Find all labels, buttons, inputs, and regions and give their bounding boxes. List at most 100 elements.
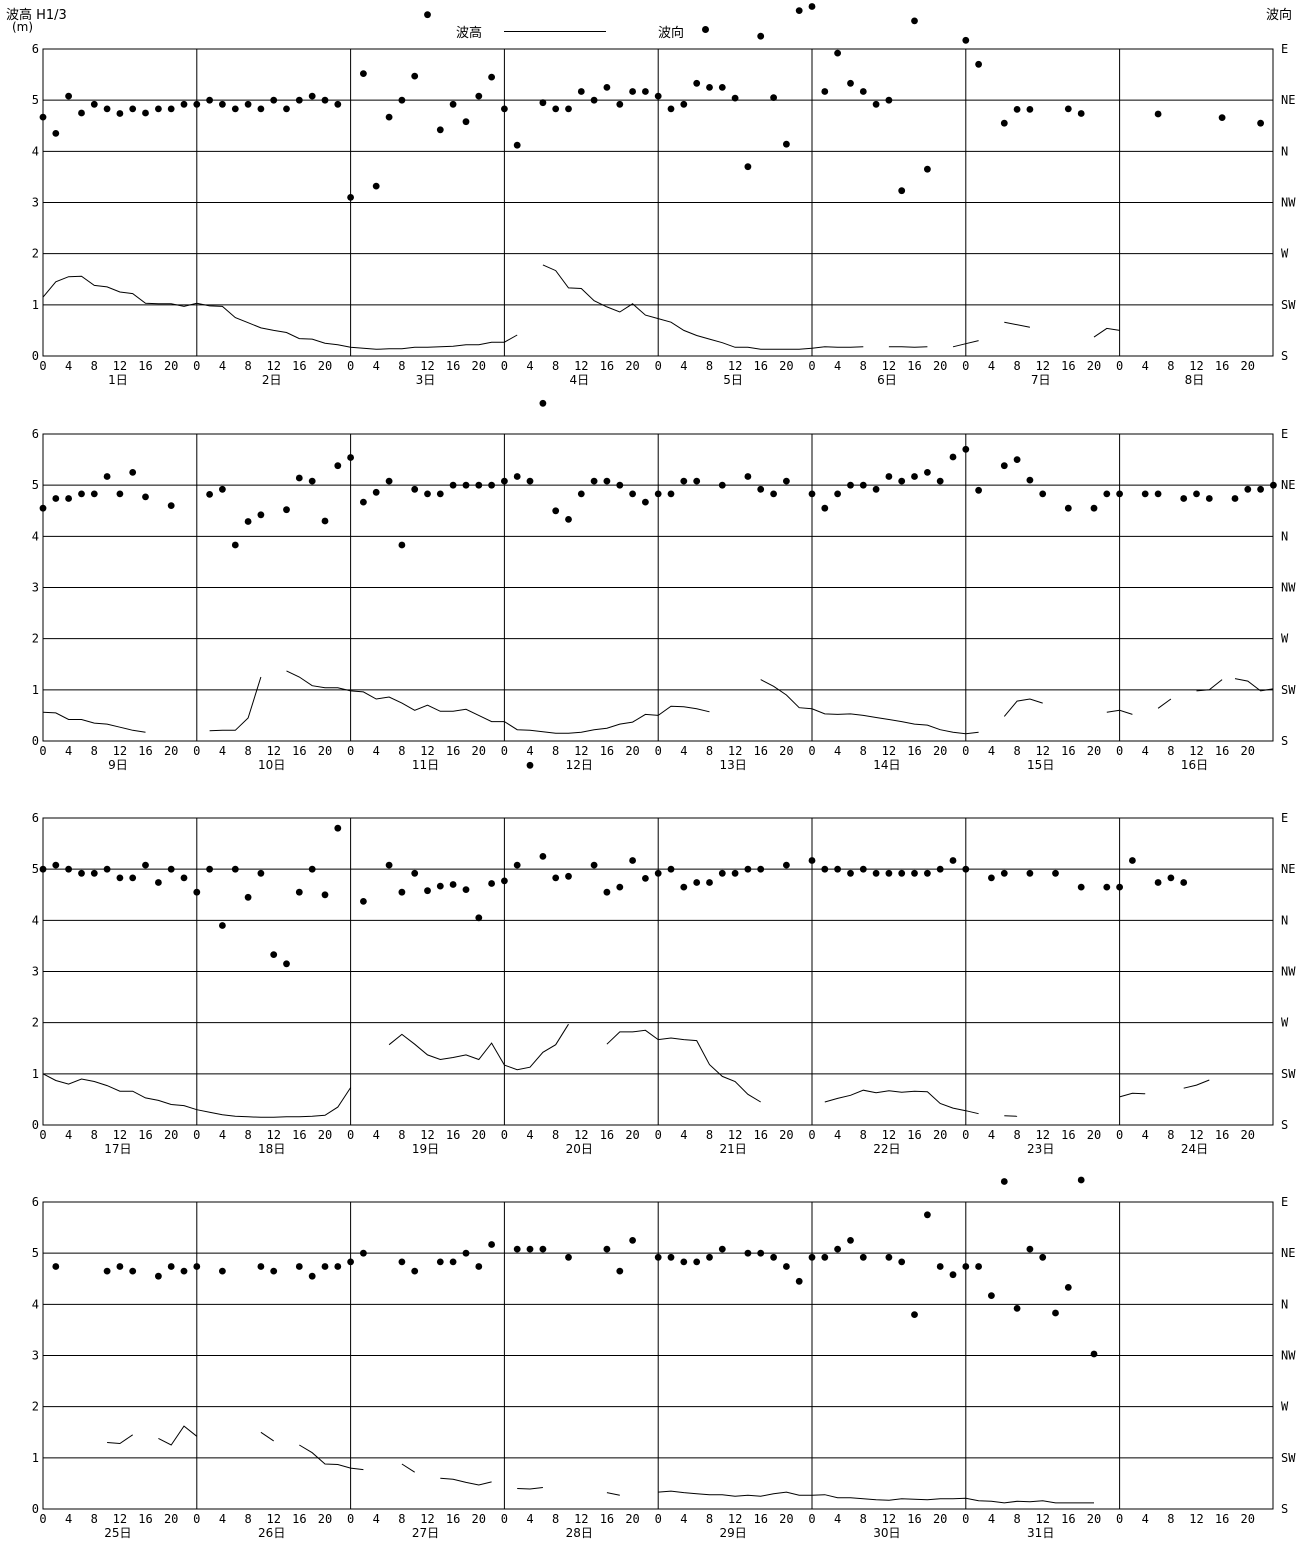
day-label: 28日	[566, 1526, 593, 1540]
wave-direction-point	[1154, 490, 1162, 498]
wave-direction-point	[231, 105, 239, 113]
wave-direction-point	[847, 79, 854, 87]
x-tick-label: 4	[219, 744, 226, 758]
x-tick-label: 4	[526, 1512, 533, 1526]
wave-direction-point	[347, 1258, 354, 1266]
day-label: 27日	[412, 1526, 439, 1540]
x-tick-label: 20	[472, 1128, 486, 1142]
y-left-tick: 4	[32, 1297, 39, 1311]
x-tick-label: 20	[318, 744, 332, 758]
wave-direction-point	[718, 869, 726, 877]
wave-direction-point	[398, 96, 406, 104]
wave-direction-point	[757, 1249, 765, 1257]
wave-direction-point	[142, 861, 149, 869]
wave-direction-point	[821, 504, 829, 512]
day-label: 30日	[873, 1526, 900, 1540]
x-tick-label: 4	[373, 1128, 380, 1142]
wave-direction-point	[513, 473, 521, 480]
x-tick-label: 20	[164, 744, 178, 758]
wave-direction-point	[731, 869, 739, 877]
wave-height-line	[401, 1463, 415, 1473]
wave-direction-point	[783, 140, 790, 148]
wave-direction-point	[603, 477, 611, 485]
y-left-tick: 3	[32, 196, 39, 210]
x-tick-label: 16	[292, 359, 306, 373]
wave-direction-point	[924, 469, 931, 476]
wave-direction-point	[744, 1249, 752, 1257]
wave-height-line	[542, 264, 864, 350]
wave-direction-point	[1026, 869, 1034, 877]
x-tick-label: 4	[1142, 359, 1149, 373]
x-tick-label: 8	[91, 1512, 98, 1526]
wave-direction-point	[52, 130, 60, 137]
wave-direction-point	[116, 110, 124, 117]
x-tick-label: 4	[373, 1512, 380, 1526]
x-tick-label: 20	[318, 359, 332, 373]
day-label: 14日	[873, 758, 900, 772]
x-tick-label: 20	[933, 1512, 947, 1526]
wave-direction-point	[308, 1272, 316, 1280]
x-tick-label: 4	[988, 1128, 995, 1142]
wave-direction-point	[975, 1263, 982, 1270]
wave-direction-point	[193, 1263, 201, 1270]
wave-direction-point	[1039, 490, 1047, 498]
x-tick-label: 12	[728, 1128, 742, 1142]
x-tick-label: 12	[882, 359, 896, 373]
wave-height-line	[606, 1492, 620, 1496]
wave-direction-point	[436, 126, 444, 134]
x-tick-label: 8	[398, 1128, 405, 1142]
wave-direction-point	[219, 922, 226, 929]
wave-direction-point	[90, 490, 98, 498]
x-tick-label: 4	[1142, 744, 1149, 758]
wave-direction-point	[590, 477, 598, 485]
wave-direction-point	[757, 865, 765, 873]
day-label: 1日	[108, 373, 128, 387]
wave-direction-point	[475, 914, 483, 922]
x-tick-label: 4	[988, 359, 995, 373]
wave-direction-point	[642, 88, 649, 95]
y-right-tick: SW	[1281, 1067, 1296, 1081]
wave-direction-point	[244, 100, 252, 108]
y-right-tick: N	[1281, 913, 1288, 927]
wave-direction-point	[1064, 504, 1072, 512]
wave-height-line	[760, 679, 979, 735]
wave-height-line	[517, 1487, 543, 1490]
x-tick-label: 8	[860, 1128, 867, 1142]
wave-direction-point	[654, 490, 662, 498]
wave-direction-point	[654, 869, 662, 877]
x-tick-label: 16	[138, 1128, 152, 1142]
wave-direction-point	[1026, 1245, 1034, 1253]
y-right-tick: E	[1281, 1195, 1288, 1209]
x-tick-label: 4	[65, 359, 72, 373]
wave-direction-point	[116, 874, 124, 882]
wave-height-line	[209, 676, 262, 732]
wave-direction-point	[129, 105, 137, 113]
wave-direction-point	[321, 891, 329, 899]
wave-direction-point	[808, 1253, 816, 1261]
wave-direction-point	[219, 1267, 226, 1275]
wave-direction-point	[693, 1258, 701, 1266]
wave-height-line	[42, 1073, 352, 1118]
y-left-tick: 6	[32, 811, 39, 825]
x-tick-label: 8	[398, 1512, 405, 1526]
y-right-tick: S	[1281, 1118, 1288, 1132]
x-tick-label: 16	[1215, 744, 1229, 758]
x-tick-label: 8	[1167, 359, 1174, 373]
wave-height-line	[606, 1029, 761, 1103]
y-right-tick: SW	[1281, 298, 1296, 312]
wave-direction-point	[616, 100, 624, 108]
wave-direction-point	[129, 469, 137, 476]
wave-direction-point	[1257, 119, 1264, 127]
wave-direction-point	[1064, 1284, 1072, 1291]
wave-direction-point	[770, 94, 777, 101]
wave-direction-point	[155, 879, 162, 886]
wave-direction-point	[1026, 476, 1034, 484]
wave-direction-point	[206, 865, 214, 873]
wave-height-line	[1004, 1115, 1018, 1117]
wave-direction-point	[898, 869, 906, 877]
x-tick-label: 12	[420, 744, 434, 758]
wave-direction-point	[590, 861, 598, 869]
wave-direction-point	[321, 1263, 329, 1270]
wave-direction-point	[629, 857, 636, 864]
x-tick-label: 0	[501, 1128, 508, 1142]
